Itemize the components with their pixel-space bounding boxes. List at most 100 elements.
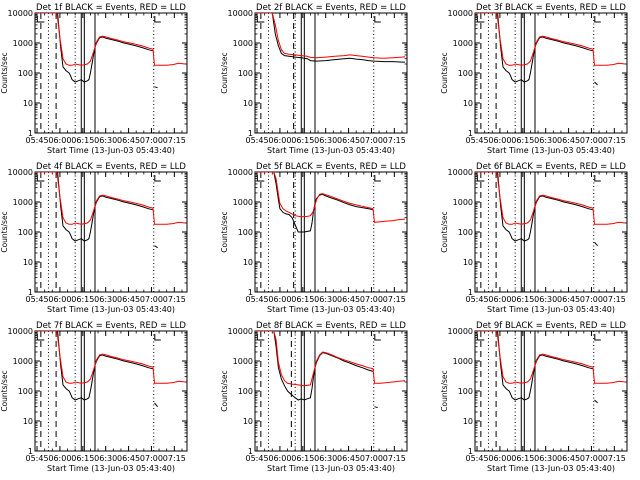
y-tick-label: 10 [463, 417, 473, 426]
x-tick-label: 06:15 [71, 136, 94, 145]
x-tick-label: 05:45 [245, 454, 268, 463]
x-axis-title: Start Time (13-Jun-03 05:43:40) [487, 464, 615, 473]
panel-title: Det 2f BLACK = Events, RED = LLD [256, 3, 406, 13]
y-tick-label: 1000 [233, 39, 253, 48]
x-tick-label: 06:15 [291, 295, 314, 304]
y-tick-label: 1000 [13, 39, 33, 48]
corner-bracket [36, 334, 45, 341]
x-tick-label: 06:00 [488, 295, 511, 304]
x-tick-label: 06:15 [71, 295, 94, 304]
y-tick-label: 1 [468, 288, 473, 297]
y-tick-label: 1 [468, 129, 473, 138]
x-tick-label: 06:00 [48, 136, 71, 145]
events-tail-line [154, 245, 158, 249]
lld-series-line [475, 331, 626, 384]
x-tick-label: 05:45 [245, 295, 268, 304]
x-tick-label: 07:00 [580, 295, 603, 304]
x-tick-label: 06:30 [314, 454, 337, 463]
y-tick-label: 10000 [448, 327, 473, 336]
events-tail-line [154, 86, 158, 89]
events-tail-line [374, 406, 378, 409]
events-series-line [475, 13, 594, 83]
y-tick-label: 100 [18, 387, 33, 396]
events-series-line [255, 13, 405, 63]
panel-det-8: Det 8f BLACK = Events, RED = LLD 1 10 100 10… [220, 321, 408, 473]
panel-title: Det 6f BLACK = Events, RED = LLD [476, 162, 626, 172]
lld-series-line [35, 331, 186, 384]
x-tick-label: 05:45 [465, 136, 488, 145]
y-tick-label: 10000 [228, 168, 253, 177]
x-tick-label: 06:45 [557, 295, 580, 304]
x-tick-label: 06:45 [117, 295, 140, 304]
lld-series-line [255, 172, 406, 223]
x-tick-label: 07:15 [163, 454, 186, 463]
panel-title: Det 5f BLACK = Events, RED = LLD [256, 162, 406, 172]
x-tick-label: 07:00 [360, 295, 383, 304]
y-axis-title: Counts/sec [440, 370, 449, 411]
x-tick-label: 06:45 [337, 454, 360, 463]
x-tick-label: 07:00 [580, 454, 603, 463]
x-tick-label: 05:45 [25, 136, 48, 145]
corner-bracket [154, 175, 161, 182]
corner-bracket [374, 175, 381, 182]
axes-frame [474, 330, 628, 452]
x-tick-label: 05:45 [25, 295, 48, 304]
corner-bracket [476, 334, 485, 341]
corner-bracket [476, 16, 485, 23]
axes-frame [34, 12, 188, 134]
panel-det-2: Det 2f BLACK = Events, RED = LLD 1 10 100 10… [220, 3, 408, 155]
y-tick-label: 1000 [453, 39, 473, 48]
y-axis-title: Counts/sec [0, 370, 9, 411]
x-tick-label: 06:00 [488, 454, 511, 463]
x-tick-label: 06:00 [48, 454, 71, 463]
panel-title: Det 8f BLACK = Events, RED = LLD [256, 321, 406, 331]
x-tick-label: 06:30 [534, 136, 557, 145]
y-tick-label: 1000 [13, 357, 33, 366]
y-tick-label: 100 [238, 387, 253, 396]
events-series-line [35, 331, 154, 401]
lld-series-line [475, 172, 626, 225]
panel-title: Det 3f BLACK = Events, RED = LLD [476, 3, 626, 13]
y-tick-label: 1 [248, 447, 253, 456]
y-tick-label: 1000 [453, 198, 473, 207]
y-axis-title: Counts/sec [220, 52, 229, 93]
corner-bracket [594, 334, 601, 341]
x-tick-label: 07:00 [140, 454, 163, 463]
x-tick-label: 06:15 [511, 295, 534, 304]
x-tick-label: 06:45 [337, 136, 360, 145]
events-series-line [255, 172, 374, 233]
corner-bracket [256, 175, 265, 182]
axes-frame [254, 12, 408, 134]
y-tick-label: 1000 [233, 357, 253, 366]
x-tick-label: 06:00 [268, 136, 291, 145]
y-tick-label: 1 [28, 447, 33, 456]
x-tick-label: 05:45 [245, 136, 268, 145]
x-axis-title: Start Time (13-Jun-03 05:43:40) [47, 146, 175, 155]
x-tick-label: 06:45 [117, 136, 140, 145]
y-tick-label: 100 [238, 228, 253, 237]
axes-frame [34, 330, 188, 452]
axes-frame [34, 171, 188, 293]
x-tick-label: 06:45 [337, 295, 360, 304]
y-tick-label: 10 [243, 99, 253, 108]
y-tick-label: 10 [23, 99, 33, 108]
x-axis-title: Start Time (13-Jun-03 05:43:40) [47, 305, 175, 314]
x-tick-label: 06:30 [314, 295, 337, 304]
lld-series-line [255, 13, 406, 59]
panel-det-9: Det 9f BLACK = Events, RED = LLD 1 10 100 10… [440, 321, 628, 473]
x-tick-label: 06:30 [94, 136, 117, 145]
x-tick-label: 07:15 [383, 295, 406, 304]
axes-frame [474, 12, 628, 134]
panel-det-6: Det 6f BLACK = Events, RED = LLD 1 10 100 10… [440, 162, 628, 314]
x-tick-label: 06:15 [71, 454, 94, 463]
y-tick-label: 10 [243, 258, 253, 267]
x-tick-label: 06:30 [94, 454, 117, 463]
x-tick-label: 06:00 [268, 295, 291, 304]
y-axis-title: Counts/sec [0, 211, 9, 252]
y-tick-label: 1 [468, 447, 473, 456]
corner-bracket [476, 175, 485, 182]
y-tick-label: 1000 [233, 198, 253, 207]
x-tick-label: 06:15 [291, 136, 314, 145]
events-series-line [35, 13, 154, 83]
x-tick-label: 06:30 [534, 295, 557, 304]
